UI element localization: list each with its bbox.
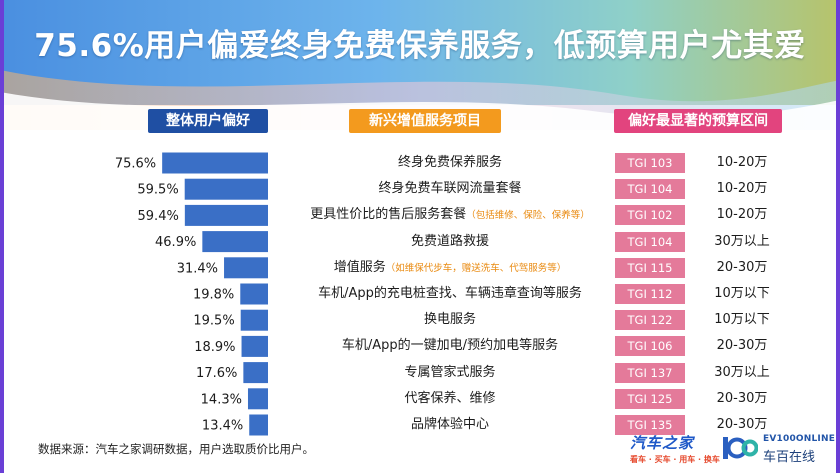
budget-range: 10万以下 xyxy=(714,286,770,301)
service-label: 代客保养、维修 xyxy=(280,388,620,410)
autohome-logo-text: 汽车之家 xyxy=(630,434,695,452)
bar xyxy=(162,152,268,174)
tgi-badge: TGI 125 xyxy=(615,388,685,409)
tgi-badge: TGI 102 xyxy=(615,205,685,226)
service-label: 更具性价比的售后服务套餐（包括维修、保险、保养等） xyxy=(280,204,620,226)
tgi-badge: TGI 112 xyxy=(615,284,685,304)
autohome-logo: 汽车之家 看车 · 买车 · 用车 · 换车 xyxy=(630,432,720,465)
budget-range: 20-30万 xyxy=(716,338,768,354)
bar-value-label: 46.9% xyxy=(155,235,196,250)
bar xyxy=(224,257,268,279)
service-name: 品牌体验中心 xyxy=(410,417,489,432)
budget-range: 10-20万 xyxy=(716,207,768,223)
ev100-logo-cn: 车百在线 xyxy=(763,450,816,465)
bar xyxy=(247,388,268,410)
bar xyxy=(184,178,268,200)
bar-value-label: 75.6% xyxy=(115,157,156,172)
bar-value-label: 19.5% xyxy=(193,314,234,329)
tgi-badge: TGI 137 xyxy=(615,362,685,383)
header-overall: 整体用户偏好 xyxy=(148,109,268,133)
header-services: 新兴增值服务项目 xyxy=(349,109,501,133)
service-name: 专属管家式服务 xyxy=(404,364,496,380)
bar-value-label: 18.9% xyxy=(194,340,235,355)
service-label: 增值服务（如维保代步车，赠送洗车、代驾服务等） xyxy=(280,257,620,279)
service-label: 车机/App的一键加电/预约加电等服务 xyxy=(280,335,620,357)
budget-range: 10万以下 xyxy=(714,312,770,328)
tgi-badge: TGI 104 xyxy=(615,179,685,200)
service-name: 代客保养、维修 xyxy=(404,390,496,406)
service-label: 免费道路救援 xyxy=(280,231,620,253)
budget-range: 10-20万 xyxy=(716,181,768,197)
ev100-logo-en: EV100ONLINE xyxy=(763,434,836,444)
header-budget: 偏好最显著的预算区间 xyxy=(614,109,782,133)
bar-value-label: 59.5% xyxy=(137,183,178,198)
autohome-logo-tagline: 看车 · 买车 · 用车 · 换车 xyxy=(630,455,720,464)
service-name: 免费道路救援 xyxy=(410,233,489,249)
bar xyxy=(241,335,268,357)
ev100-logo: EV100ONLINE 车百在线 xyxy=(763,434,835,465)
budget-range: 20-30万 xyxy=(716,417,768,432)
service-label: 专属管家式服务 xyxy=(280,362,620,384)
bar xyxy=(202,231,268,253)
service-name: 终身免费保养服务 xyxy=(397,155,502,170)
service-name: 更具性价比的售后服务套餐 xyxy=(310,207,467,223)
service-name: 换电服务 xyxy=(423,312,476,328)
service-name: 终身免费车联网流量套餐 xyxy=(378,181,522,197)
service-note: （如维保代步车，赠送洗车、代驾服务等） xyxy=(385,262,567,274)
budget-range: 30万以上 xyxy=(714,364,770,380)
bar xyxy=(240,309,268,331)
service-name: 增值服务 xyxy=(333,259,386,275)
bar-value-label: 59.4% xyxy=(138,209,179,224)
tgi-badge: TGI 106 xyxy=(615,336,685,357)
bar xyxy=(249,414,268,436)
tgi-badge: TGI 135 xyxy=(615,415,685,435)
bar xyxy=(243,362,268,384)
page-title: 75.6%用户偏爱终身免费保养服务，低预算用户尤其爱 xyxy=(34,28,806,64)
tgi-badge: TGI 104 xyxy=(615,231,685,252)
budget-range: 10-20万 xyxy=(716,155,768,170)
ev100-logo-icon xyxy=(723,437,758,459)
budget-range: 20-30万 xyxy=(716,390,768,406)
budget-range: 30万以上 xyxy=(714,233,770,249)
service-note: （包括维修、保险、保养等） xyxy=(466,210,590,222)
tgi-badge: TGI 103 xyxy=(615,153,685,173)
service-label: 车机/App的充电桩查找、车辆违章查询等服务 xyxy=(280,283,620,305)
service-name: 车机/App的充电桩查找、车辆违章查询等服务 xyxy=(318,286,582,301)
bar-value-label: 31.4% xyxy=(177,261,218,276)
service-label: 换电服务 xyxy=(280,309,620,331)
bar-value-label: 13.4% xyxy=(202,419,243,434)
budget-range: 20-30万 xyxy=(716,259,768,275)
source-note: 数据来源：汽车之家调研数据，用户选取质价比用户。 xyxy=(38,442,314,456)
bar-value-label: 17.6% xyxy=(196,366,237,381)
tgi-badge: TGI 122 xyxy=(615,310,685,331)
service-label: 终身免费保养服务 xyxy=(280,152,620,174)
tgi-badge: TGI 115 xyxy=(615,257,685,278)
service-label: 终身免费车联网流量套餐 xyxy=(280,178,620,200)
bar-value-label: 14.3% xyxy=(201,392,242,407)
bar xyxy=(184,204,268,226)
service-label: 品牌体验中心 xyxy=(280,414,620,436)
bar xyxy=(240,283,268,305)
bar-value-label: 19.8% xyxy=(193,288,234,303)
service-name: 车机/App的一键加电/预约加电等服务 xyxy=(341,338,559,354)
